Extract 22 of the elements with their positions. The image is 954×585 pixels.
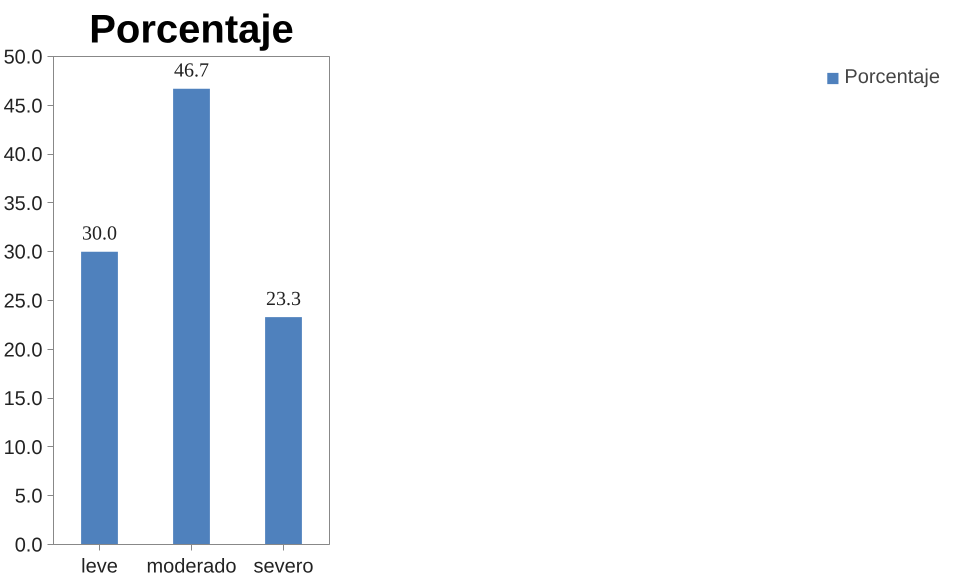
- y-tick-label: 30.0: [4, 242, 43, 264]
- y-tick-label: 15.0: [4, 388, 43, 410]
- data-label: 30.0: [82, 222, 117, 245]
- y-tick-label: 50.0: [4, 46, 43, 68]
- y-tick-label: 40.0: [4, 144, 43, 166]
- data-label: 23.3: [266, 288, 301, 310]
- bar: [265, 317, 302, 544]
- chart-title: Porcentaje: [89, 8, 294, 52]
- y-tick-label: 5.0: [14, 486, 43, 508]
- bar: [173, 88, 210, 544]
- y-tick-label: 20.0: [4, 339, 43, 362]
- y-tick-label: 10.0: [4, 436, 43, 459]
- bar: [81, 252, 118, 544]
- y-tick-label: 45.0: [4, 95, 43, 118]
- x-tick-label: moderado: [146, 556, 237, 578]
- y-tick-label: 25.0: [4, 290, 43, 312]
- data-label: 46.7: [174, 60, 209, 82]
- y-tick-label: 0.0: [14, 534, 43, 556]
- x-tick-label: leve: [81, 556, 118, 578]
- x-tick-label: severo: [253, 556, 314, 578]
- legend-label: Porcentaje: [844, 66, 940, 89]
- y-tick-label: 35.0: [4, 192, 43, 215]
